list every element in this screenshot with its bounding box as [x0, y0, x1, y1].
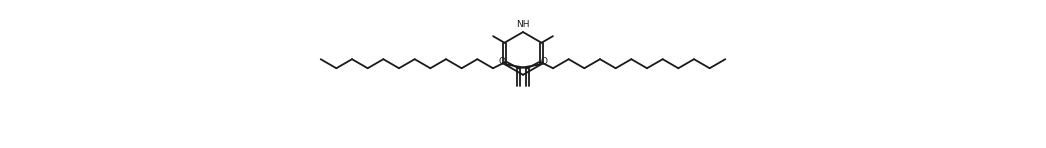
- Text: NH: NH: [517, 20, 529, 29]
- Text: O: O: [498, 57, 505, 66]
- Text: O: O: [541, 57, 548, 66]
